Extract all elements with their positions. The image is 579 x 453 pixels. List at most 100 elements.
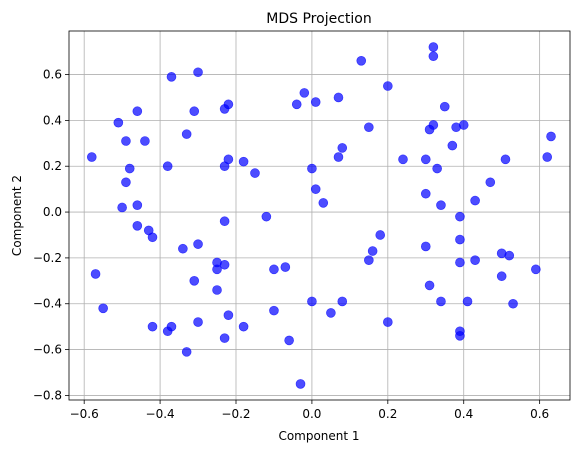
- scatter-point: [291, 99, 302, 110]
- scatter-point: [162, 326, 173, 337]
- scatter-point: [219, 216, 230, 227]
- scatter-point: [124, 163, 135, 174]
- scatter-point: [367, 246, 378, 256]
- scatter-point: [147, 321, 158, 332]
- scatter-point: [500, 154, 511, 165]
- scatter-point: [295, 379, 306, 389]
- y-tick-label: −0.4: [33, 297, 62, 311]
- x-tick-label: 0.6: [530, 407, 549, 421]
- scatter-point: [462, 296, 473, 307]
- scatter-point: [333, 152, 344, 162]
- y-tick-label: −0.8: [33, 388, 62, 402]
- y-tick-label: 0.6: [43, 68, 62, 82]
- scatter-point: [299, 88, 310, 98]
- scatter-point: [193, 239, 203, 249]
- scatter-point: [424, 280, 435, 291]
- scatter-point: [383, 81, 393, 91]
- scatter-point: [212, 264, 222, 275]
- y-tick-label: 0.0: [43, 205, 62, 219]
- scatter-point: [398, 154, 408, 165]
- scatter-point: [546, 131, 556, 142]
- scatter-point: [337, 143, 348, 153]
- scatter-point: [250, 168, 260, 178]
- scatter-point: [219, 161, 230, 172]
- scatter-point: [310, 97, 321, 107]
- grid-lines: [69, 31, 570, 400]
- scatter-point: [113, 117, 124, 128]
- y-tick-label: −0.6: [33, 343, 62, 357]
- scatter-point: [121, 136, 131, 146]
- scatter-point: [219, 104, 230, 114]
- scatter-point: [132, 221, 143, 231]
- y-tick-label: −0.2: [33, 251, 62, 265]
- scatter-point: [458, 120, 469, 130]
- scatter-point: [181, 347, 192, 357]
- scatter-point: [455, 257, 465, 268]
- scatter-point: [447, 140, 458, 151]
- scatter-point: [420, 154, 431, 165]
- x-tick-label: 0.2: [378, 407, 397, 421]
- x-tick-label: 0.4: [454, 407, 473, 421]
- scatter-point: [432, 163, 442, 174]
- scatter-point: [86, 152, 97, 162]
- scatter-point: [436, 296, 446, 307]
- scatter-point: [212, 285, 222, 295]
- scatter-point: [223, 310, 234, 320]
- scatter-point: [531, 264, 541, 275]
- scatter-point: [166, 72, 177, 82]
- scatter-point: [428, 42, 439, 52]
- y-axis-ticks: −0.8 −0.6 −0.4 −0.2 0.0 0.2 0.4 0.6: [33, 68, 69, 402]
- scatter-point: [178, 243, 188, 254]
- scatter-point: [238, 321, 249, 332]
- scatter-point: [147, 232, 158, 243]
- data-points: [86, 42, 556, 389]
- scatter-point: [364, 122, 374, 133]
- y-tick-label: 0.2: [43, 159, 62, 173]
- scatter-point: [117, 202, 127, 213]
- scatter-point: [181, 129, 192, 139]
- scatter-point: [219, 333, 230, 343]
- scatter-point: [439, 101, 450, 112]
- scatter-point: [269, 305, 279, 316]
- scatter-point: [280, 262, 291, 272]
- scatter-point: [326, 308, 336, 318]
- scatter-point: [470, 195, 480, 206]
- scatter-point: [356, 55, 367, 66]
- scatter-point: [436, 200, 446, 210]
- scatter-point: [284, 335, 294, 346]
- scatter-point: [261, 211, 272, 222]
- scatter-point: [307, 163, 317, 174]
- scatter-point: [189, 276, 200, 286]
- scatter-point: [193, 317, 203, 327]
- scatter-point: [542, 152, 553, 162]
- scatter-point: [162, 161, 173, 172]
- scatter-point: [455, 234, 465, 245]
- scatter-point: [132, 200, 143, 210]
- scatter-point: [90, 269, 101, 279]
- scatter-point: [428, 120, 439, 130]
- scatter-point: [455, 331, 465, 341]
- scatter-point: [238, 156, 249, 167]
- scatter-point: [189, 106, 200, 117]
- scatter-point: [420, 241, 431, 252]
- x-tick-label: 0.0: [302, 407, 321, 421]
- scatter-point: [383, 317, 393, 327]
- y-tick-label: 0.4: [43, 113, 62, 127]
- chart-title: MDS Projection: [266, 11, 371, 27]
- scatter-point: [508, 298, 518, 309]
- scatter-point: [132, 106, 143, 117]
- scatter-point: [364, 255, 374, 265]
- scatter-point: [318, 198, 329, 208]
- scatter-point: [375, 230, 386, 240]
- scatter-point: [428, 51, 439, 62]
- x-axis-label: Component 1: [278, 429, 359, 443]
- scatter-point: [496, 271, 507, 282]
- scatter-point: [269, 264, 279, 275]
- scatter-point: [140, 136, 150, 146]
- plot-frame: [68, 30, 571, 401]
- scatter-point: [307, 296, 317, 307]
- scatter-point: [485, 177, 496, 188]
- x-tick-label: −0.2: [221, 407, 250, 421]
- x-tick-label: −0.4: [146, 407, 175, 421]
